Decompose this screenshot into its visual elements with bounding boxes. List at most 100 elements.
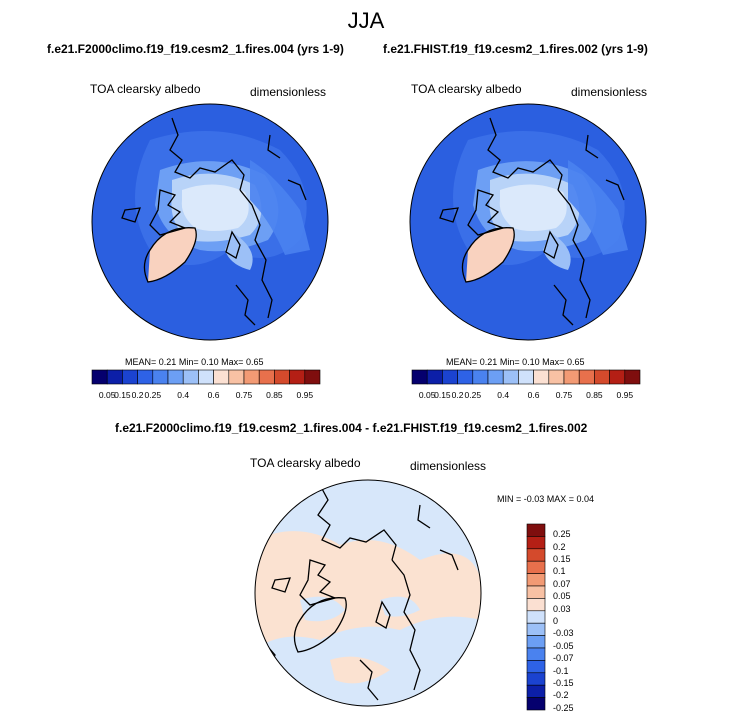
colorbar-swatch bbox=[304, 369, 321, 385]
right-map-border bbox=[409, 103, 647, 341]
left-min-value: 0.10 bbox=[201, 357, 219, 367]
colorbar-swatch bbox=[502, 369, 519, 385]
right-polar-map bbox=[409, 103, 647, 341]
right-stats: MEAN= 0.21 Min= 0.10 Max= 0.65 bbox=[446, 357, 584, 367]
diff-colorbar-label: -0.15 bbox=[553, 677, 574, 688]
colorbar-swatch bbox=[167, 369, 184, 385]
colorbar-tick-label: 0.05 bbox=[98, 390, 116, 400]
left-stats: MEAN= 0.21 Min= 0.10 Max= 0.65 bbox=[125, 357, 263, 367]
diff-colorbar-label: -0.1 bbox=[553, 665, 569, 676]
colorbar-swatch bbox=[274, 369, 290, 385]
diff-colorbar-label: 0.2 bbox=[553, 541, 566, 552]
colorbar-tick-label: 0.15 bbox=[114, 390, 131, 400]
colorbar-swatch bbox=[91, 369, 108, 385]
right-units: dimensionless bbox=[571, 85, 648, 99]
diff-colorbar-label: 0.1 bbox=[553, 566, 566, 577]
diff-colorbar-swatch bbox=[526, 536, 546, 550]
right-colorbar bbox=[411, 369, 641, 385]
diff-colorbar-swatch bbox=[526, 697, 546, 711]
colorbar-swatch bbox=[258, 369, 275, 385]
colorbar-tick-label: 0.85 bbox=[586, 390, 603, 400]
colorbar-swatch bbox=[411, 369, 428, 385]
diff-colorbar-label: -0.07 bbox=[553, 653, 574, 664]
colorbar-swatch bbox=[122, 369, 138, 385]
diff-colorbar-swatch bbox=[526, 647, 546, 661]
left-panel-title: f.e21.F2000climo.f19_f19.cesm2_1.fires.0… bbox=[47, 42, 344, 56]
colorbar-tick-label: 0.6 bbox=[207, 390, 220, 400]
left-variable-name: TOA clearsky albedo bbox=[90, 82, 201, 96]
diff-colorbar-labels: 0.25 0.2 0.15 0.1 0.07 0.05 0.03 0 -0.03 -0.05 -0.… bbox=[547, 524, 587, 714]
left-mean-label: MEAN= bbox=[125, 357, 157, 367]
colorbar-swatch bbox=[594, 369, 610, 385]
colorbar-swatch bbox=[289, 369, 306, 385]
diff-colorbar-label: 0 bbox=[553, 615, 559, 626]
colorbar-swatch bbox=[518, 369, 534, 385]
diff-colorbar-label: 0.15 bbox=[553, 553, 571, 564]
colorbar-tick-label: 0.2 bbox=[131, 390, 144, 400]
left-mean-value: 0.21 bbox=[158, 357, 177, 367]
colorbar-swatch bbox=[609, 369, 626, 385]
colorbar-tick-label: 0.4 bbox=[177, 390, 190, 400]
diff-colorbar-label: 0.07 bbox=[553, 578, 571, 589]
colorbar-tick-label: 0.25 bbox=[464, 390, 482, 400]
left-colorbar bbox=[91, 369, 321, 385]
colorbar-swatch bbox=[548, 369, 565, 385]
colorbar-swatch bbox=[578, 369, 595, 385]
colorbar-tick-label: 0.95 bbox=[616, 390, 634, 400]
colorbar-tick-label: 0.75 bbox=[555, 390, 573, 400]
diff-minmax: MIN = -0.03 MAX = 0.04 bbox=[497, 494, 595, 504]
diff-colorbar-label: -0.03 bbox=[553, 628, 574, 639]
diff-colorbar-swatch bbox=[526, 523, 546, 537]
diff-colorbar-swatch bbox=[526, 598, 546, 612]
colorbar-swatch bbox=[228, 369, 245, 385]
diff-panel-title: f.e21.F2000climo.f19_f19.cesm2_1.fires.0… bbox=[115, 421, 588, 435]
diff-colorbar-swatch bbox=[526, 610, 546, 624]
right-variable-name: TOA clearsky albedo bbox=[411, 82, 522, 96]
diff-variable-name: TOA clearsky albedo bbox=[250, 456, 361, 470]
diff-colorbar-swatch bbox=[526, 585, 546, 599]
right-mean-value: 0.21 bbox=[479, 357, 498, 367]
colorbar-tick-label: 0.05 bbox=[418, 390, 436, 400]
diff-map-border bbox=[254, 479, 482, 707]
diff-colorbar-swatch bbox=[526, 573, 546, 587]
left-coastlines bbox=[121, 117, 307, 326]
colorbar-swatch bbox=[182, 369, 199, 385]
diff-colorbar-swatch bbox=[526, 635, 546, 649]
colorbar-tick-label: 0.25 bbox=[144, 390, 162, 400]
right-colorbar-ticks: 0.05 0.15 0.2 0.25 0.4 0.6 0.75 0.85 0.95 bbox=[412, 390, 640, 402]
diff-colorbar-label: -0.2 bbox=[553, 690, 569, 701]
colorbar-swatch bbox=[563, 369, 580, 385]
diff-units: dimensionless bbox=[410, 459, 487, 473]
diff-colorbar-label: 0.03 bbox=[553, 603, 571, 614]
colorbar-swatch bbox=[137, 369, 154, 385]
colorbar-swatch bbox=[487, 369, 504, 385]
colorbar-swatch bbox=[152, 369, 169, 385]
right-coastlines bbox=[439, 117, 625, 326]
colorbar-tick-label: 0.85 bbox=[266, 390, 283, 400]
left-units: dimensionless bbox=[250, 85, 327, 99]
left-max-value: 0.65 bbox=[245, 357, 264, 367]
colorbar-swatch bbox=[533, 369, 550, 385]
diff-colorbar-label: 0.25 bbox=[553, 529, 571, 540]
right-min-label: Min= bbox=[499, 357, 520, 367]
right-panel-title: f.e21.FHIST.f19_f19.cesm2_1.fires.002 (y… bbox=[383, 42, 648, 56]
colorbar-tick-label: 0.4 bbox=[497, 390, 510, 400]
colorbar-tick-label: 0.2 bbox=[451, 390, 464, 400]
colorbar-swatch bbox=[106, 369, 123, 385]
colorbar-tick-label: 0.6 bbox=[527, 390, 540, 400]
left-polar-map bbox=[91, 103, 329, 341]
left-min-label: Min= bbox=[178, 357, 199, 367]
right-max-value: 0.65 bbox=[566, 357, 585, 367]
colorbar-swatch bbox=[243, 369, 260, 385]
diff-colorbar-label: -0.25 bbox=[553, 702, 574, 713]
diff-colorbar-label: -0.05 bbox=[553, 640, 574, 651]
diff-colorbar-swatch bbox=[526, 672, 546, 686]
colorbar-swatch bbox=[198, 369, 214, 385]
diff-colorbar-swatch bbox=[526, 560, 546, 574]
diff-colorbar-swatch bbox=[526, 622, 546, 636]
difference-polar-map bbox=[254, 479, 482, 707]
diff-colorbar bbox=[526, 523, 546, 711]
left-colorbar-ticks: 0.05 0.15 0.2 0.25 0.4 0.6 0.75 0.85 0.95 bbox=[92, 390, 320, 402]
diff-colorbar-swatch bbox=[526, 684, 546, 698]
